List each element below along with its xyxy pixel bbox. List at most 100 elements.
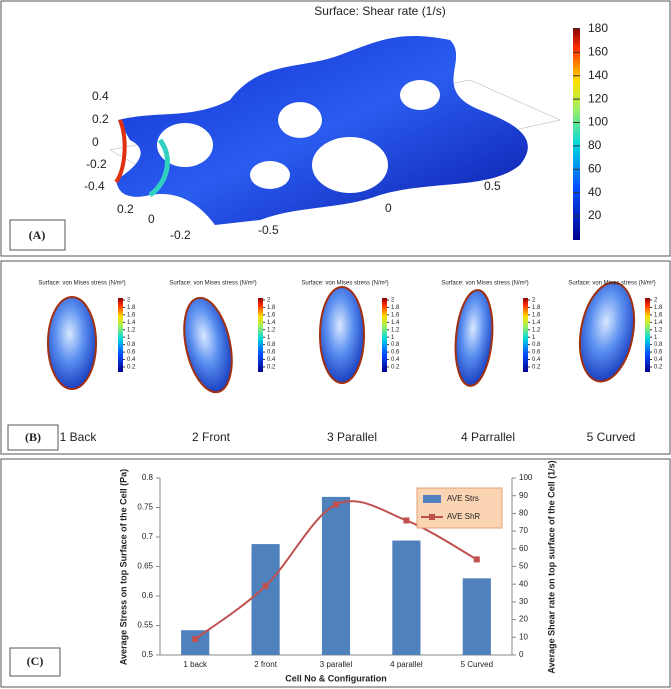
y-tick-label: 0.75 [137, 503, 153, 512]
cell-name: 5 Curved [587, 430, 636, 444]
y2-axis-title: Average Shear rate on top surface of the… [546, 460, 556, 673]
panel-label: (A) [29, 228, 46, 242]
colorbar-label: 0.2 [654, 365, 663, 371]
pore [278, 102, 322, 138]
colorbar-label: 180 [588, 21, 608, 35]
y-tick-label: 0.65 [137, 562, 153, 571]
colorbar-label: 160 [588, 45, 608, 59]
colorbar-label: 1.4 [391, 320, 400, 326]
cell-name: 4 Parrallel [461, 430, 515, 444]
y-tick-label: 0.8 [142, 473, 154, 482]
colorbar-label: 2 [267, 298, 271, 304]
colorbar-label: 0.8 [532, 342, 541, 348]
bar [462, 578, 491, 655]
colorbar-label: 1.2 [267, 327, 276, 333]
pore [312, 137, 388, 193]
cell [183, 296, 233, 394]
colorbar-label: 0.8 [267, 342, 276, 348]
y2-tick-label: 20 [519, 615, 528, 624]
colorbar-label: 1.2 [532, 327, 541, 333]
colorbar [258, 298, 263, 372]
colorbar-label: 1 [267, 335, 271, 341]
colorbar-label: 1.8 [267, 305, 276, 311]
colorbar-label: 2 [127, 298, 131, 304]
colorbar-label: 0.4 [267, 357, 276, 363]
colorbar-label: 0.8 [654, 342, 663, 348]
colorbar-label: 2 [391, 298, 395, 304]
axis-label: -0.5 [258, 223, 279, 237]
legend-box [416, 487, 503, 529]
line-marker [192, 636, 199, 643]
colorbar-label: 1.8 [127, 305, 136, 311]
cell-title: Surface: von Mises stress (N/m²) [568, 281, 655, 287]
y2-tick-label: 10 [519, 632, 528, 641]
colorbar-label: 1.6 [127, 312, 136, 318]
colorbar-label: 0.2 [391, 365, 400, 371]
colorbar-label: 1.2 [654, 327, 663, 333]
cell-title: Surface: von Mises stress (N/m²) [301, 281, 388, 287]
colorbar [573, 28, 580, 240]
colorbar-label: 60 [588, 161, 602, 175]
warm-edge [148, 138, 170, 198]
hot-edge [114, 119, 127, 184]
colorbar-label: 1.8 [391, 305, 400, 311]
y2-tick-label: 70 [519, 526, 528, 535]
axis-label: 0.2 [92, 112, 109, 126]
colorbar-label: 0.6 [391, 350, 400, 356]
pore [400, 80, 440, 110]
line-marker [262, 582, 269, 589]
y-axis-title: Average Stress on top Surface of the Cel… [118, 469, 128, 665]
x-tick-label: 1 back [183, 660, 208, 669]
x-tick-label: 3 parallel [320, 660, 353, 669]
line-marker [473, 556, 480, 563]
x-tick-label: 2 front [254, 660, 277, 669]
axis-label: 0.4 [92, 89, 109, 103]
legend-label: AVE Strs [447, 494, 479, 503]
cell-name: 3 Parallel [327, 430, 377, 444]
pore [157, 123, 213, 167]
cell [454, 289, 494, 387]
axis-label: -0.4 [84, 179, 105, 193]
colorbar-label: 1 [127, 335, 131, 341]
y-tick-label: 0.6 [142, 591, 154, 600]
colorbar-label: 140 [588, 68, 608, 82]
colorbar [382, 298, 387, 372]
colorbar-label: 100 [588, 115, 608, 129]
colorbar-label: 0.4 [654, 357, 663, 363]
colorbar-label: 1.8 [654, 305, 663, 311]
bar [392, 540, 421, 655]
label-box [7, 424, 59, 451]
colorbar-label: 0.6 [654, 350, 663, 356]
cell-name: 2 Front [192, 430, 231, 444]
bar [251, 544, 280, 655]
colorbar-label: 1.6 [267, 312, 276, 318]
bar [321, 496, 351, 655]
line-marker [403, 517, 410, 524]
panel-a-title: Surface: Shear rate (1/s) [314, 4, 445, 18]
colorbar [118, 298, 123, 372]
bar [181, 630, 210, 655]
label-box [9, 219, 66, 251]
colorbar-label: 0.4 [391, 357, 400, 363]
axis-label: -0.2 [170, 228, 191, 242]
y2-tick-label: 40 [519, 579, 528, 588]
colorbar-label: 120 [588, 91, 608, 105]
colorbar-label: 0.6 [267, 350, 276, 356]
x-tick-label: 5 Curved [461, 660, 493, 669]
colorbar-label: 40 [588, 185, 602, 199]
y2-tick-label: 0 [519, 650, 524, 659]
colorbar-label: 1.4 [654, 320, 663, 326]
legend-swatch [423, 495, 441, 503]
colorbar-label: 1 [654, 335, 658, 341]
line [194, 500, 478, 640]
cell-title: Surface: von Mises stress (N/m²) [169, 281, 256, 287]
colorbar-label: 1.6 [654, 312, 663, 318]
axis-label: 0.2 [117, 202, 134, 216]
colorbar-label: 0.2 [267, 365, 276, 371]
legend-label: AVE ShR [447, 512, 480, 521]
y2-tick-label: 50 [519, 562, 528, 571]
legend-marker [429, 514, 435, 520]
y-tick-label: 0.5 [142, 650, 154, 659]
colorbar-label: 80 [588, 138, 602, 152]
